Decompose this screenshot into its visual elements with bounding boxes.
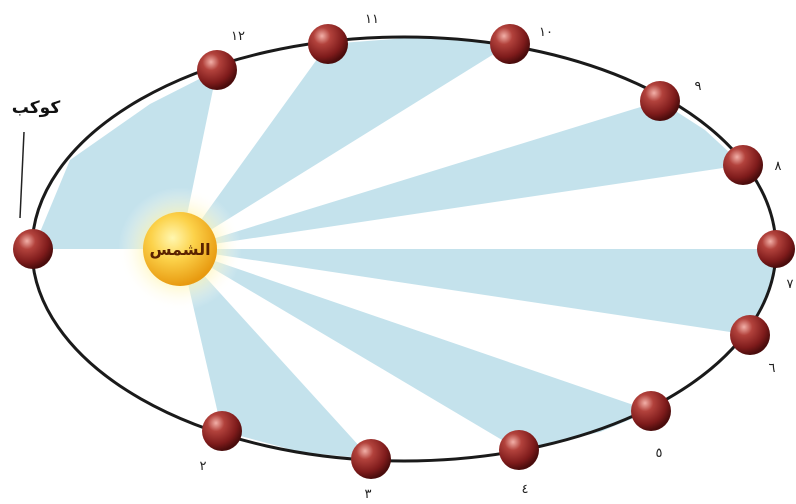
planet-position-4 (499, 430, 539, 470)
planet-position-9 (640, 81, 680, 121)
position-label-11: ١١ (365, 12, 379, 27)
planet-position-8 (723, 145, 763, 185)
sector-3-2 (180, 249, 371, 459)
position-label-12: ١٢ (231, 29, 245, 44)
planet-position-7 (757, 230, 795, 268)
planet-position-1 (13, 229, 53, 269)
position-label-3: ٣ (365, 487, 372, 502)
planet-callout: كوكب (12, 98, 61, 219)
position-label-2: ٢ (200, 459, 207, 474)
position-label-9: ٩ (695, 79, 702, 94)
sector-7-6 (180, 249, 776, 335)
sun: الشمس (118, 187, 242, 311)
sector-9-8 (180, 101, 743, 249)
position-label-6: ٦ (769, 361, 776, 376)
planet-position-12 (197, 50, 237, 90)
position-label-10: ١٠ (539, 25, 553, 40)
planet-positions (13, 24, 795, 479)
planet-position-6 (730, 315, 770, 355)
planet-position-10 (490, 24, 530, 64)
planet-label: كوكب (12, 98, 61, 118)
sector-5-4 (180, 249, 651, 450)
planet-position-3 (351, 439, 391, 479)
sun-body (143, 212, 217, 286)
planet-pointer-line (19, 131, 25, 219)
sun-label: الشمس (149, 240, 210, 259)
position-label-5: ٥ (656, 446, 663, 461)
position-label-8: ٨ (775, 159, 782, 174)
planet-position-5 (631, 391, 671, 431)
position-labels: ٢ ٣ ٤ ٥ ٦ ٧ ٨ ٩ ١٠ ١١ ١٢ (200, 12, 794, 502)
position-label-4: ٤ (522, 482, 529, 497)
planet-position-2 (202, 411, 242, 451)
sector-11-10 (180, 37, 510, 249)
position-label-7: ٧ (787, 277, 794, 292)
planet-position-11 (308, 24, 348, 64)
